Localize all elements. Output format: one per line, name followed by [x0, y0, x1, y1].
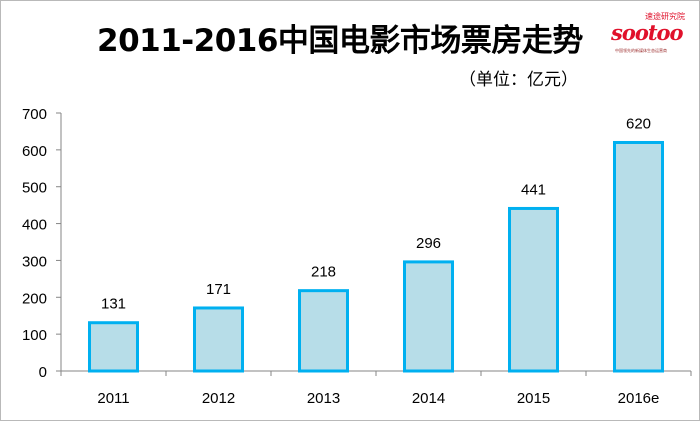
y-tick-label: 0 [39, 364, 47, 381]
bar [508, 206, 559, 373]
data-label: 131 [101, 296, 126, 313]
bar [88, 321, 139, 373]
y-tick-label: 100 [22, 327, 47, 344]
logo-tagline: 中国领先的新媒体生态运营商 [615, 48, 667, 53]
x-tick-label: 2014 [412, 390, 445, 407]
bar [403, 260, 454, 373]
x-tick-label: 2012 [202, 390, 235, 407]
logo-wordmark: sootoo [611, 20, 684, 45]
bar [298, 289, 349, 373]
sootoo-logo: 速途研究院 sootoo 中国领先的新媒体生态运营商 [609, 11, 689, 57]
bar [193, 306, 244, 373]
chart-title: 2011-2016中国电影市场票房走势 [97, 23, 583, 59]
y-tick-label: 400 [22, 217, 47, 234]
x-tick-label: 2011 [97, 390, 129, 407]
y-tick-label: 300 [22, 253, 47, 270]
bar [613, 140, 664, 373]
data-label: 620 [626, 115, 651, 132]
data-label: 218 [311, 264, 336, 281]
x-tick-label: 2016e [618, 390, 660, 407]
chart-unit-note: （单位：亿元） [459, 70, 578, 90]
x-tick-label: 2013 [307, 390, 340, 407]
data-label: 441 [521, 181, 546, 198]
y-tick-label: 500 [22, 180, 47, 197]
y-tick-label: 200 [22, 290, 47, 307]
y-tick-label: 700 [22, 106, 47, 123]
x-tick-label: 2015 [517, 390, 550, 407]
data-label: 171 [206, 281, 231, 298]
y-tick-label: 600 [22, 143, 47, 160]
data-label: 296 [416, 235, 441, 252]
logo-top-text: 速途研究院 [645, 12, 685, 21]
